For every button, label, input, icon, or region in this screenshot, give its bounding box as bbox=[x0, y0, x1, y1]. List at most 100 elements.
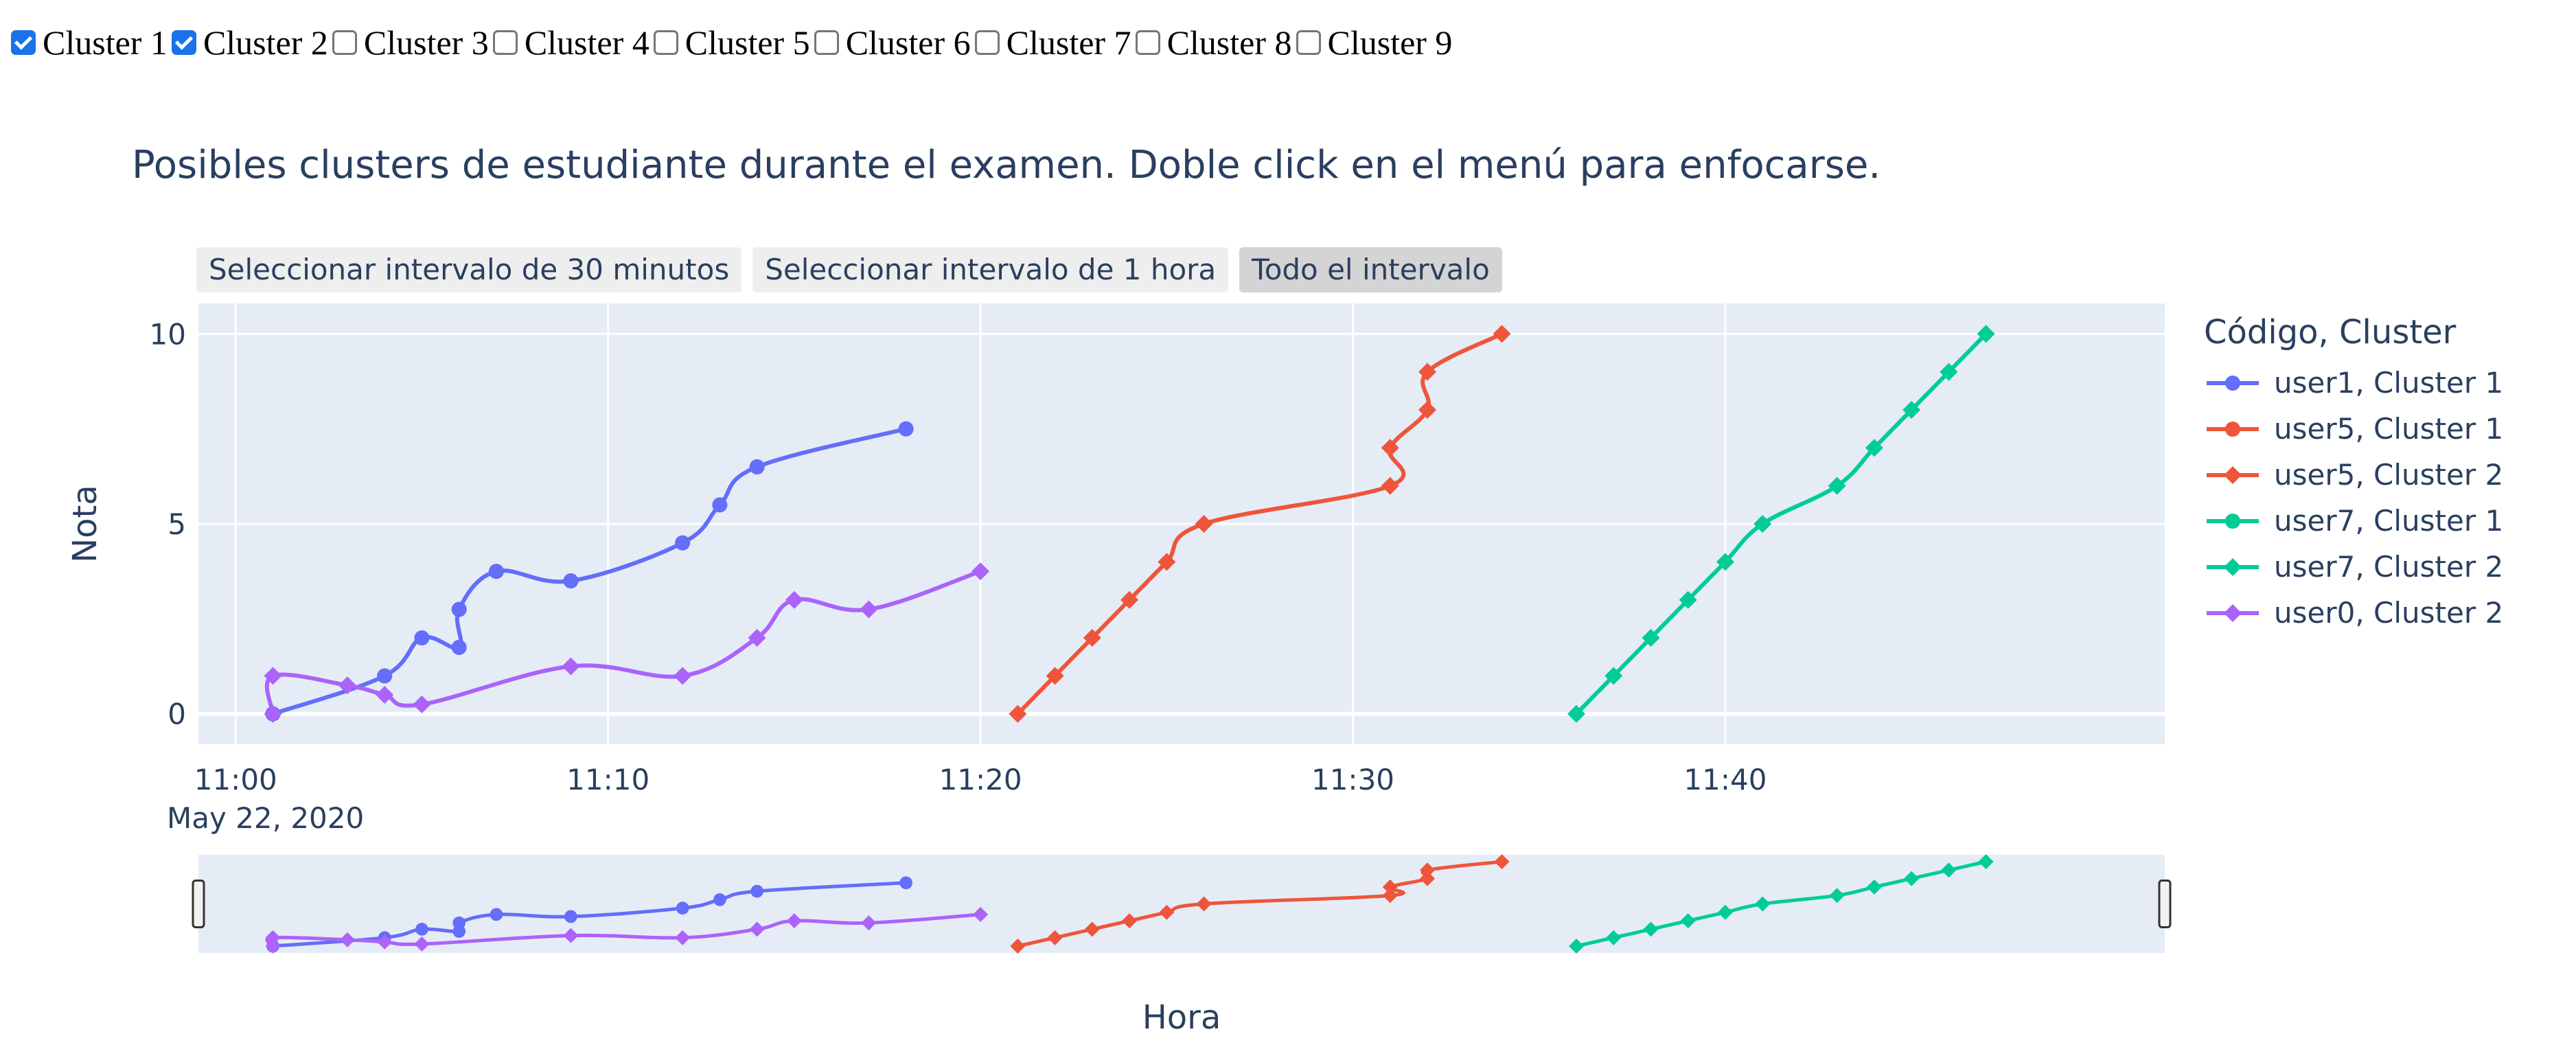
slider-data-point[interactable] bbox=[1680, 913, 1696, 929]
data-point[interactable] bbox=[1195, 515, 1213, 533]
slider-data-point[interactable] bbox=[1978, 854, 1994, 869]
data-point[interactable] bbox=[1120, 590, 1139, 609]
slider-data-point[interactable] bbox=[899, 876, 912, 890]
legend-item-1[interactable]: user1, Cluster 1 bbox=[2204, 360, 2503, 406]
slider-data-point[interactable] bbox=[750, 884, 763, 898]
slider-data-point[interactable] bbox=[1382, 888, 1398, 904]
data-point[interactable] bbox=[748, 629, 766, 647]
data-point[interactable] bbox=[451, 639, 467, 655]
cluster-filter-7[interactable]: Cluster 7 bbox=[974, 23, 1131, 62]
cluster-checkbox[interactable] bbox=[814, 30, 839, 55]
slider-data-point[interactable] bbox=[563, 928, 579, 943]
slider-data-point[interactable] bbox=[676, 902, 689, 915]
slider-data-point[interactable] bbox=[1606, 930, 1622, 945]
range-slider-left-handle[interactable] bbox=[192, 880, 205, 928]
legend-item-6[interactable]: user0, Cluster 2 bbox=[2204, 590, 2503, 636]
cluster-filter-5[interactable]: Cluster 5 bbox=[653, 23, 810, 62]
series-6[interactable] bbox=[264, 562, 990, 723]
range-button-1[interactable]: Seleccionar intervalo de 30 minutos bbox=[196, 247, 742, 292]
legend-item-3[interactable]: user5, Cluster 2 bbox=[2204, 452, 2503, 498]
series-5[interactable] bbox=[1567, 325, 1995, 723]
slider-data-point[interactable] bbox=[377, 934, 393, 950]
legend-marker[interactable] bbox=[2224, 558, 2242, 576]
cluster-filter-1[interactable]: Cluster 1 bbox=[11, 23, 168, 62]
cluster-checkbox[interactable] bbox=[1296, 30, 1321, 55]
slider-data-point[interactable] bbox=[265, 930, 281, 945]
slider-data-point[interactable] bbox=[1122, 913, 1138, 929]
slider-data-point[interactable] bbox=[861, 915, 877, 931]
data-point[interactable] bbox=[563, 573, 579, 589]
data-point[interactable] bbox=[898, 421, 914, 437]
data-point[interactable] bbox=[1418, 400, 1436, 419]
slider-data-point[interactable] bbox=[1568, 939, 1584, 954]
slider-data-point[interactable] bbox=[1643, 921, 1659, 937]
data-point[interactable] bbox=[712, 497, 728, 513]
legend-marker[interactable] bbox=[2224, 513, 2241, 529]
cluster-checkbox[interactable] bbox=[332, 30, 357, 55]
slider-data-point[interactable] bbox=[749, 921, 765, 937]
data-point[interactable] bbox=[264, 704, 282, 723]
data-point[interactable] bbox=[1940, 363, 1958, 381]
cluster-filter-2[interactable]: Cluster 2 bbox=[171, 23, 328, 62]
legend-marker[interactable] bbox=[2224, 421, 2241, 437]
data-point[interactable] bbox=[377, 668, 393, 684]
slider-data-point[interactable] bbox=[1382, 879, 1398, 895]
data-point[interactable] bbox=[488, 564, 504, 579]
cluster-checkbox[interactable] bbox=[171, 30, 196, 55]
slider-data-point[interactable] bbox=[1904, 871, 1920, 886]
data-point[interactable] bbox=[562, 657, 580, 676]
slider-data-point[interactable] bbox=[1084, 921, 1100, 937]
data-point[interactable] bbox=[1828, 476, 1846, 495]
cluster-checkbox[interactable] bbox=[492, 30, 518, 55]
legend-marker[interactable] bbox=[2224, 604, 2242, 622]
slider-data-point[interactable] bbox=[786, 913, 802, 929]
data-point[interactable] bbox=[675, 535, 691, 551]
data-point[interactable] bbox=[451, 601, 467, 617]
data-point[interactable] bbox=[376, 686, 394, 704]
legend-item-5[interactable]: user7, Cluster 2 bbox=[2204, 544, 2503, 590]
data-point[interactable] bbox=[1679, 590, 1697, 609]
data-point[interactable] bbox=[1642, 629, 1660, 647]
cluster-checkbox[interactable] bbox=[1135, 30, 1160, 55]
slider-data-point[interactable] bbox=[1494, 854, 1510, 869]
cluster-filter-9[interactable]: Cluster 9 bbox=[1296, 23, 1452, 62]
slider-data-point[interactable] bbox=[265, 939, 281, 954]
slider-data-point[interactable] bbox=[713, 893, 726, 906]
data-point[interactable] bbox=[1381, 476, 1399, 495]
data-point[interactable] bbox=[1567, 704, 1585, 723]
slider-data-point[interactable] bbox=[1196, 896, 1212, 912]
data-point[interactable] bbox=[1605, 667, 1623, 685]
series-line[interactable] bbox=[272, 426, 907, 716]
cluster-filter-6[interactable]: Cluster 6 bbox=[814, 23, 971, 62]
data-point[interactable] bbox=[1716, 553, 1734, 571]
data-point[interactable] bbox=[1381, 439, 1399, 457]
slider-data-point[interactable] bbox=[675, 930, 691, 945]
slider-data-point[interactable] bbox=[1829, 888, 1845, 904]
data-point[interactable] bbox=[1493, 325, 1511, 343]
cluster-filter-4[interactable]: Cluster 4 bbox=[492, 23, 649, 62]
slider-data-point[interactable] bbox=[1420, 871, 1435, 886]
legend-item-2[interactable]: user5, Cluster 1 bbox=[2204, 406, 2503, 452]
data-point[interactable] bbox=[785, 590, 803, 609]
data-point[interactable] bbox=[1753, 515, 1772, 533]
cluster-checkbox[interactable] bbox=[653, 30, 678, 55]
cluster-checkbox[interactable] bbox=[11, 30, 36, 55]
slider-data-point[interactable] bbox=[1420, 862, 1435, 878]
slider-data-point[interactable] bbox=[415, 923, 428, 936]
slider-data-point[interactable] bbox=[1717, 904, 1733, 920]
data-point[interactable] bbox=[413, 695, 431, 713]
data-point[interactable] bbox=[338, 676, 356, 695]
data-point[interactable] bbox=[749, 459, 765, 475]
slider-data-point[interactable] bbox=[1010, 939, 1026, 954]
range-button-2[interactable]: Seleccionar intervalo de 1 hora bbox=[752, 247, 1229, 292]
slider-data-point[interactable] bbox=[490, 908, 503, 921]
legend-marker[interactable] bbox=[2224, 375, 2241, 391]
data-point[interactable] bbox=[1083, 629, 1101, 647]
slider-data-point[interactable] bbox=[1159, 904, 1175, 920]
data-point[interactable] bbox=[1158, 553, 1176, 571]
cluster-checkbox[interactable] bbox=[974, 30, 1000, 55]
slider-data-point[interactable] bbox=[973, 906, 989, 922]
slider-data-point[interactable] bbox=[1755, 896, 1771, 912]
data-point[interactable] bbox=[1418, 363, 1436, 381]
